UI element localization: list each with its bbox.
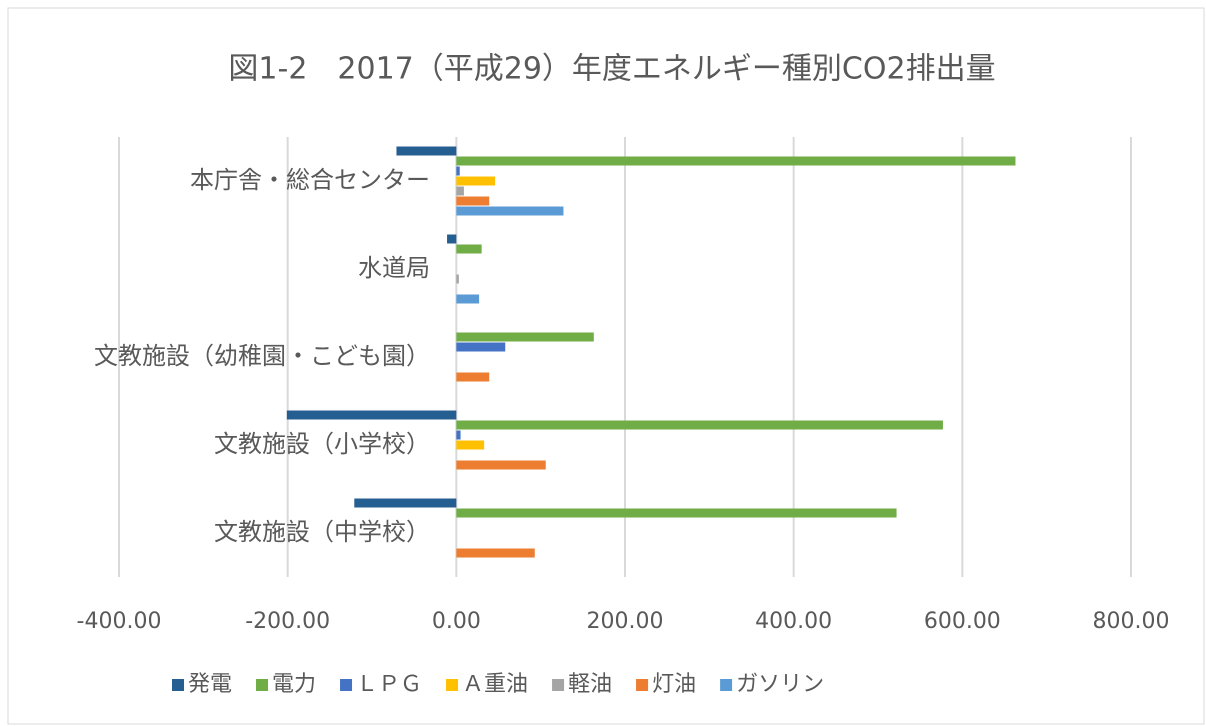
chart-title: 図1-2 2017（平成29）年度エネルギー種別CO2排出量 bbox=[228, 52, 995, 87]
x-tick-label: 600.00 bbox=[924, 609, 1001, 634]
bar bbox=[456, 176, 496, 186]
bar bbox=[456, 372, 490, 382]
x-tick-label: 0.00 bbox=[432, 609, 481, 634]
bar bbox=[456, 440, 485, 450]
bar bbox=[456, 548, 535, 558]
category-label: 文教施設（幼稚園・こども園） bbox=[94, 342, 430, 370]
bar bbox=[456, 460, 546, 470]
category-label: 文教施設（小学校） bbox=[214, 430, 430, 458]
bar bbox=[456, 186, 464, 196]
bar bbox=[456, 196, 490, 206]
bar bbox=[456, 206, 564, 216]
legend-label: Ａ重油 bbox=[462, 672, 528, 697]
legend-label: 灯油 bbox=[652, 672, 696, 697]
bar bbox=[447, 234, 457, 244]
bar bbox=[456, 508, 897, 518]
legend-marker bbox=[340, 679, 353, 691]
bar bbox=[456, 430, 461, 440]
legend-label: 電力 bbox=[272, 672, 316, 697]
legend-label: ガソリン bbox=[736, 672, 824, 697]
legend-marker bbox=[552, 679, 565, 691]
bar bbox=[456, 332, 594, 342]
x-tick-label: 800.00 bbox=[1093, 609, 1170, 634]
chart-border bbox=[7, 7, 1205, 725]
category-label: 水道局 bbox=[358, 254, 430, 282]
bar bbox=[456, 166, 460, 176]
bar bbox=[456, 420, 943, 430]
bar bbox=[456, 274, 459, 284]
legend-label: 発電 bbox=[188, 672, 232, 697]
bar bbox=[396, 146, 457, 156]
x-tick-label: 200.00 bbox=[587, 609, 664, 634]
x-tick-label: 400.00 bbox=[755, 609, 832, 634]
x-tick-label: -400.00 bbox=[77, 609, 162, 634]
bar bbox=[354, 498, 457, 508]
bar bbox=[456, 294, 480, 304]
bar bbox=[456, 342, 506, 352]
category-label: 本庁舎・総合センター bbox=[190, 166, 430, 194]
legend-marker bbox=[636, 679, 649, 691]
x-tick-label: -200.00 bbox=[245, 609, 330, 634]
category-label: 文教施設（中学校） bbox=[214, 518, 430, 546]
legend-label: 軽油 bbox=[568, 672, 612, 697]
bar bbox=[456, 244, 482, 254]
bar bbox=[286, 410, 457, 420]
legend-marker bbox=[256, 679, 269, 691]
legend-marker bbox=[720, 679, 733, 691]
legend-marker bbox=[446, 679, 459, 691]
bar bbox=[456, 156, 1016, 166]
legend-marker bbox=[172, 679, 184, 691]
legend-label: ＬＰＧ bbox=[356, 672, 422, 697]
